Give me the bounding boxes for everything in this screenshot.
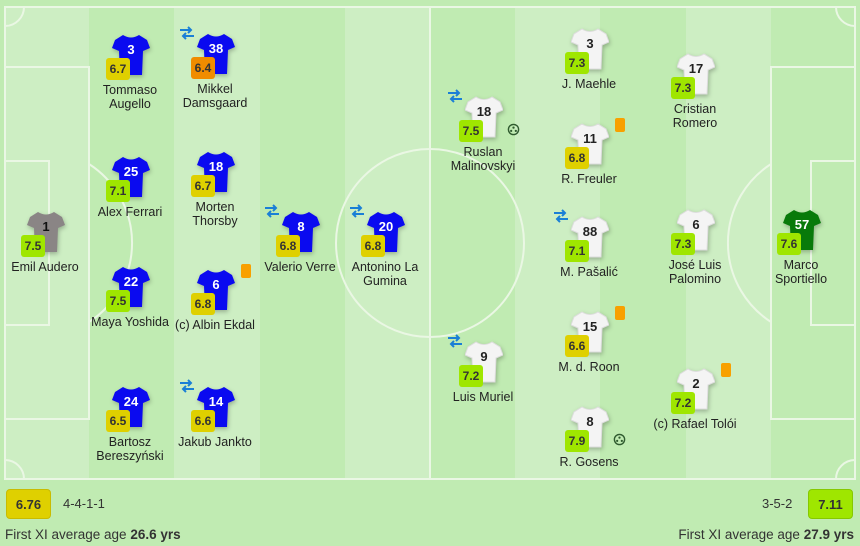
yellow-card-icon	[615, 118, 625, 132]
shirt-icon: 22	[112, 265, 150, 309]
player-rating: 6.6	[191, 410, 215, 432]
shirt-number: 17	[688, 61, 704, 76]
shirt-number: 15	[582, 319, 598, 334]
player-name: Jakub Jankto	[178, 435, 252, 449]
shirt-number: 8	[297, 219, 305, 234]
player-name: Marco Sportiello	[774, 258, 828, 286]
player-name: José Luis Palomino	[668, 258, 722, 286]
player-name: Emil Audero	[11, 260, 79, 274]
player-rating: 6.8	[565, 147, 589, 169]
player-rating: 6.4	[191, 57, 215, 79]
substitution-icon	[265, 204, 279, 218]
home-average-age: First XI average age 26.6 yrs	[5, 527, 181, 542]
player-name: Maya Yoshida	[91, 315, 169, 329]
player-name: Mikkel Damsgaard	[182, 82, 248, 110]
yellow-card-icon	[241, 264, 251, 278]
player-rating: 7.5	[106, 290, 130, 312]
player-name: M. d. Roon	[558, 360, 620, 374]
substitution-icon	[180, 379, 194, 393]
yellow-card-icon	[721, 363, 731, 377]
player-name: Morten Thorsby	[192, 200, 238, 228]
player-rating: 6.7	[106, 58, 130, 80]
player-name: (c) Rafael Tolói	[653, 417, 737, 431]
shirt-number: 38	[208, 41, 224, 56]
shirt-number: 11	[583, 131, 597, 146]
substitution-icon	[448, 334, 462, 348]
shirt-number: 20	[378, 219, 394, 234]
shirt-number: 14	[208, 394, 224, 409]
player-rating: 7.5	[21, 235, 45, 257]
substitution-icon	[554, 209, 568, 223]
shirt-number: 6	[212, 277, 220, 292]
pitch: 1 7.5 Emil Audero 3 6.7 Tommaso Augello …	[4, 6, 856, 480]
shirt-number: 3	[127, 42, 135, 57]
player-name: Luis Muriel	[452, 390, 514, 404]
age-value: 27.9 yrs	[803, 527, 854, 542]
age-value: 26.6 yrs	[130, 527, 181, 542]
player-rating: 7.1	[106, 180, 130, 202]
player-rating: 7.1	[565, 240, 589, 262]
shirt-number: 1	[42, 219, 50, 234]
shirt-number: 6	[692, 217, 700, 232]
player-name: Alex Ferrari	[97, 205, 163, 219]
away-average-age: First XI average age 27.9 yrs	[678, 527, 854, 542]
shirt-number: 25	[123, 164, 139, 179]
shirt-number: 3	[586, 36, 594, 51]
player-name: Ruslan Malinovskyi	[450, 145, 516, 173]
home-team-rating: 6.76	[6, 489, 51, 519]
shirt-icon: 15	[571, 310, 609, 354]
player-rating: 7.9	[565, 430, 589, 452]
substitution-icon	[180, 26, 194, 40]
player-name: Cristian Romero	[672, 102, 718, 130]
home-formation: 4-4-1-1	[63, 496, 105, 511]
player-rating: 6.6	[565, 335, 589, 357]
player-name: M. Pašalić	[560, 265, 618, 279]
pitch-stripe	[430, 6, 516, 480]
age-label: First XI average age	[5, 527, 127, 542]
shirt-number: 9	[480, 349, 488, 364]
player-rating: 7.2	[459, 365, 483, 387]
goal-ball-icon	[507, 123, 520, 136]
player-rating: 7.2	[671, 392, 695, 414]
shirt-number: 2	[692, 376, 700, 391]
player-rating: 7.5	[459, 120, 483, 142]
shirt-number: 24	[123, 394, 139, 409]
player-name: Bartosz Bereszyński	[96, 435, 164, 463]
shirt-number: 18	[476, 104, 492, 119]
player-name: Antonino La Gumina	[351, 260, 419, 288]
player-name: J. Maehle	[561, 77, 617, 91]
player-rating: 7.6	[777, 233, 801, 255]
player-rating: 6.5	[106, 410, 130, 432]
shirt-number: 18	[208, 159, 224, 174]
age-label: First XI average age	[678, 527, 800, 542]
yellow-card-icon	[615, 306, 625, 320]
away-formation: 3-5-2	[762, 496, 793, 511]
goal-ball-icon	[613, 433, 626, 446]
shirt-number: 22	[123, 274, 139, 289]
player-rating: 7.3	[671, 77, 695, 99]
away-team-rating: 7.11	[808, 489, 853, 519]
player-rating: 6.8	[276, 235, 300, 257]
player-rating: 7.3	[565, 52, 589, 74]
player-name: Tommaso Augello	[102, 83, 158, 111]
player-name: R. Gosens	[559, 455, 619, 469]
player-rating: 6.8	[361, 235, 385, 257]
player-rating: 7.3	[671, 233, 695, 255]
shirt-number: 57	[794, 217, 810, 232]
player-rating: 6.7	[191, 175, 215, 197]
substitution-icon	[350, 204, 364, 218]
shirt-number: 88	[582, 224, 598, 239]
player-name: R. Freuler	[561, 172, 617, 186]
shirt-number: 8	[586, 414, 594, 429]
substitution-icon	[448, 89, 462, 103]
player-rating: 6.8	[191, 293, 215, 315]
player-name: (c) Albin Ekdal	[175, 318, 255, 332]
player-name: Valerio Verre	[264, 260, 336, 274]
